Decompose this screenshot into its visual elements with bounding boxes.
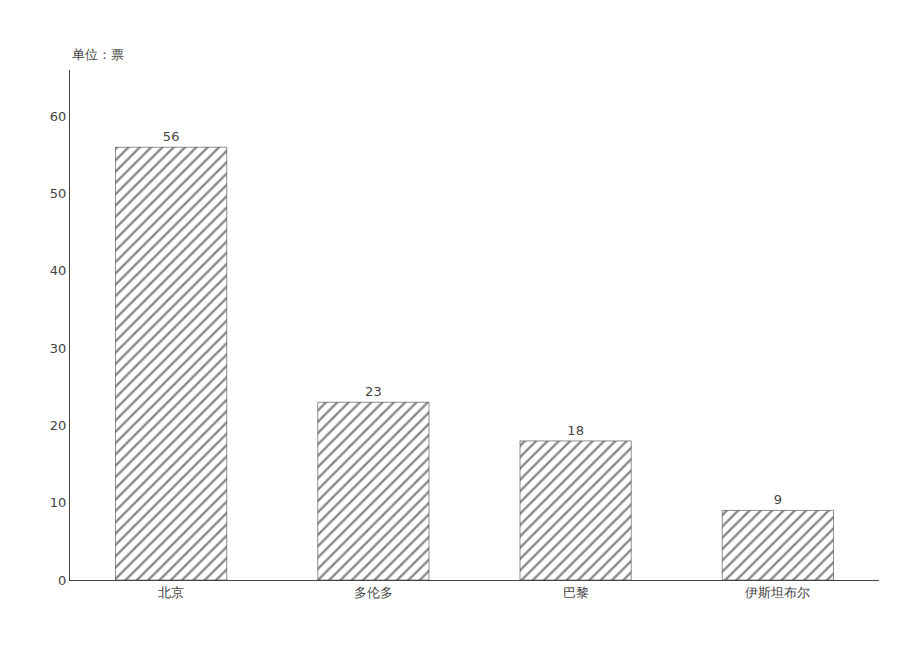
- svg-text:巴黎: 巴黎: [563, 585, 589, 600]
- svg-text:40: 40: [50, 263, 67, 278]
- svg-text:多伦多: 多伦多: [354, 585, 393, 600]
- svg-text:56: 56: [163, 129, 180, 144]
- svg-text:10: 10: [50, 495, 67, 510]
- svg-text:23: 23: [365, 384, 382, 399]
- svg-text:60: 60: [50, 109, 67, 124]
- svg-text:北京: 北京: [158, 585, 184, 600]
- svg-text:50: 50: [50, 186, 67, 201]
- svg-text:18: 18: [567, 423, 584, 438]
- svg-text:20: 20: [50, 418, 67, 433]
- svg-text:0: 0: [58, 573, 66, 588]
- svg-text:9: 9: [774, 492, 782, 507]
- svg-text:伊斯坦布尔: 伊斯坦布尔: [745, 585, 810, 600]
- svg-text:30: 30: [50, 341, 67, 356]
- svg-text:单位：票: 单位：票: [72, 47, 124, 62]
